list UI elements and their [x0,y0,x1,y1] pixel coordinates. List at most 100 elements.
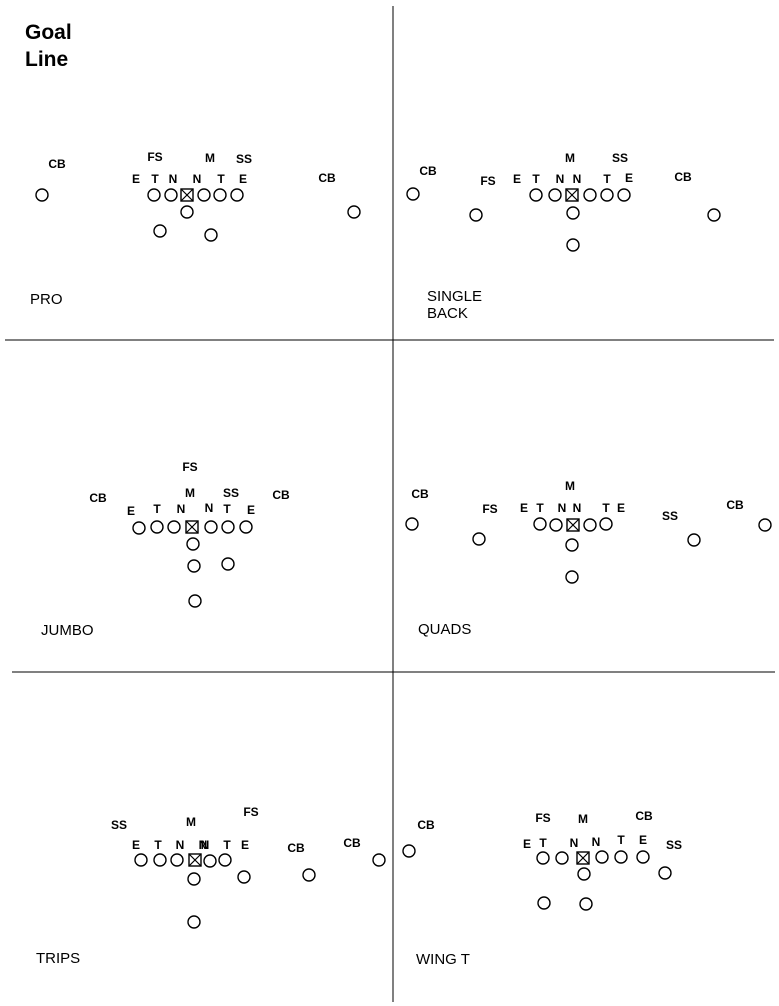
offense-player-circle [203,854,217,868]
offense-player-circle [204,228,218,242]
position-label: M [186,815,196,829]
offense-player-circle [658,866,672,880]
offense-player-circle [469,208,483,222]
offense-player-circle [239,520,253,534]
offense-player-circle [35,188,49,202]
offense-player-circle [153,853,167,867]
position-label: M [578,812,588,826]
position-label: T [539,836,547,850]
formation-name: WING T [416,951,470,968]
offense-player-circle [372,853,386,867]
offense-player-circle [180,205,194,219]
offense-player-circle [405,517,419,531]
position-label: CB [272,488,290,502]
position-label: T [602,501,610,515]
offense-player-circle [600,188,614,202]
position-label: T [223,838,231,852]
position-label: CB [417,818,435,832]
offense-player-circle [472,532,486,546]
center-player-icon [566,518,580,532]
offense-player-circle [221,520,235,534]
page-title-line-1: Goal [25,21,72,44]
position-label: T [151,172,159,186]
position-label: T [536,501,544,515]
position-label: CB [287,841,305,855]
position-label: N [205,501,214,515]
position-label: N [592,835,601,849]
position-label: T [223,502,231,516]
position-label: E [247,503,255,517]
position-label: N [570,836,579,850]
position-label: SS [666,838,682,852]
center-player-icon [180,188,194,202]
offense-player-circle [188,594,202,608]
position-label: T [617,833,625,847]
position-label: M [185,486,195,500]
offense-player-circle [204,520,218,534]
position-label: FS [243,805,258,819]
position-label: N [556,172,565,186]
position-label: E [127,504,135,518]
position-label: E [241,838,249,852]
offense-player-circle [549,518,563,532]
position-label: E [520,501,528,515]
offense-player-circle [221,557,235,571]
offense-player-circle [406,187,420,201]
offense-player-circle [167,520,181,534]
position-label: N [193,172,202,186]
position-label: M [205,151,215,165]
offense-player-circle [583,518,597,532]
position-label: E [617,501,625,515]
position-label: M [565,151,575,165]
position-label: CB [89,491,107,505]
offense-player-circle [583,188,597,202]
position-label: E [132,838,140,852]
position-label: CB [419,164,437,178]
offense-player-circle [150,520,164,534]
offense-player-circle [533,517,547,531]
formation-name: BACK [427,305,468,322]
offense-player-circle [614,850,628,864]
position-label: E [132,172,140,186]
position-label: N [573,501,582,515]
offense-player-circle [187,872,201,886]
position-label: SS [612,151,628,165]
offense-player-circle [707,208,721,222]
offense-player-circle [218,853,232,867]
offense-player-circle [164,188,178,202]
offense-player-circle [536,851,550,865]
position-label: FS [535,811,550,825]
position-label: CB [635,809,653,823]
offense-player-circle [577,867,591,881]
offense-player-circle [758,518,772,532]
offense-player-circle [153,224,167,238]
position-label: E [239,172,247,186]
position-label: T [217,172,225,186]
center-player-icon [185,520,199,534]
center-player-icon [188,853,202,867]
offense-player-circle [147,188,161,202]
position-label: FS [147,150,162,164]
offense-player-circle [565,538,579,552]
offense-player-circle [529,188,543,202]
position-label: N [169,172,178,186]
offense-player-circle [186,537,200,551]
position-label: FS [482,502,497,516]
position-label: CB [318,171,336,185]
offense-player-circle [579,897,593,911]
offense-player-circle [566,206,580,220]
position-label: T [153,502,161,516]
formation-name: SINGLE [427,288,482,305]
offense-player-circle [595,850,609,864]
position-label: CB [343,836,361,850]
center-player-icon [576,851,590,865]
center-player-icon [565,188,579,202]
offense-player-circle [132,521,146,535]
offense-player-circle [599,517,613,531]
offense-player-circle [636,850,650,864]
